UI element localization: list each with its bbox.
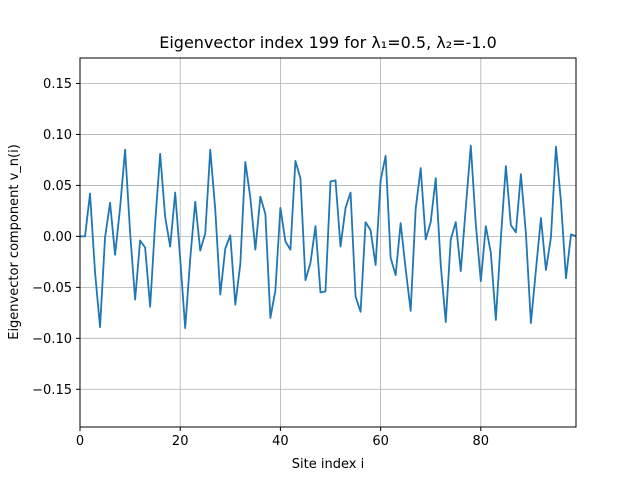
x-tick-label: 80 xyxy=(473,434,490,449)
y-axis-label: Eigenvector component v_n(i) xyxy=(7,144,22,340)
y-tick-label: 0.10 xyxy=(43,128,72,143)
y-tick-label: 0.00 xyxy=(43,230,72,245)
x-axis: 0 20 40 60 80 xyxy=(76,427,489,449)
x-axis-label: Site index i xyxy=(292,457,364,472)
x-tick-label: 40 xyxy=(272,434,289,449)
y-tick-label: −0.15 xyxy=(32,383,72,398)
y-tick-label: 0.05 xyxy=(43,179,72,194)
y-axis: −0.15 −0.10 −0.05 0.00 0.05 0.10 0.15 xyxy=(32,77,80,398)
plot-frame xyxy=(79,57,577,428)
line-layer xyxy=(80,144,577,330)
chart-title: Eigenvector index 199 for λ₁=0.5, λ₂=-1.… xyxy=(159,33,497,52)
x-tick-label: 20 xyxy=(172,434,189,449)
x-tick-label: 0 xyxy=(76,434,84,449)
y-tick-label: 0.15 xyxy=(43,77,72,92)
y-tick-label: −0.10 xyxy=(32,332,72,347)
series-line xyxy=(80,144,577,330)
y-tick-label: −0.05 xyxy=(32,281,72,296)
x-tick-label: 60 xyxy=(372,434,389,449)
